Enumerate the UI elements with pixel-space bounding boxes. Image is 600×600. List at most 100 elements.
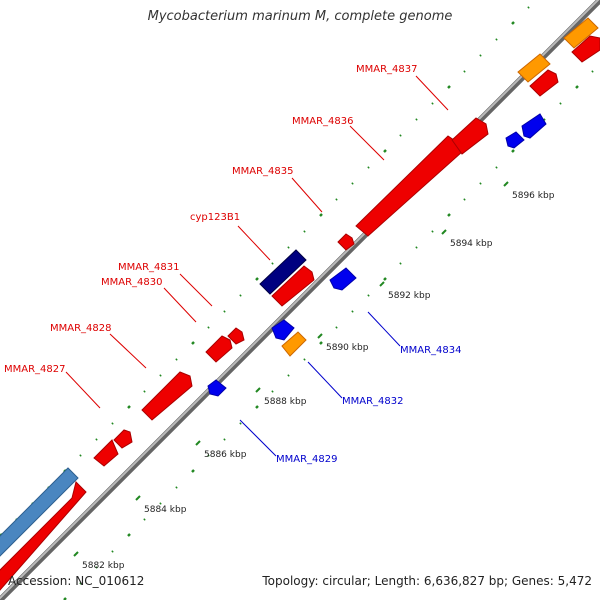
gene-arrow-4829: [207, 379, 227, 397]
gene-arrow-4834: [329, 267, 357, 291]
tick-label: 5890 kbp: [326, 343, 369, 353]
leader-line: [163, 287, 197, 323]
gene-label: MMAR_4832: [342, 396, 404, 407]
scale-dot: [207, 326, 210, 329]
leader-line: [307, 361, 343, 399]
scale-dot: [127, 405, 131, 409]
scale-dot: [447, 213, 451, 217]
feature-bar: [0, 467, 79, 557]
leader-line: [367, 311, 401, 347]
gene-label: cyp123B1: [190, 212, 240, 223]
leader-line: [239, 419, 277, 457]
tick-label: 5882 kbp: [82, 561, 125, 571]
scale-dot: [335, 326, 338, 329]
tick-label: 5888 kbp: [264, 397, 307, 407]
tick-mark: [73, 551, 79, 557]
scale-dot: [367, 166, 370, 169]
rna-gene-track: [281, 17, 599, 357]
scale-dot: [143, 390, 146, 393]
scale-dot: [271, 262, 274, 265]
scale-dot: [271, 390, 274, 393]
gene-label: MMAR_4834: [400, 345, 462, 356]
gene-arrow-4828: [141, 371, 193, 421]
scale-dot: [575, 85, 579, 89]
scale-dot: [335, 198, 338, 201]
gene-arrow-cyp: [271, 265, 315, 307]
reverse-gene-track: [207, 113, 547, 397]
rna-gene-1: [281, 331, 307, 357]
tick-mark: [135, 495, 141, 501]
gene-arrow-4831: [227, 327, 245, 345]
scale-dot: [591, 70, 594, 73]
scale-dot: [543, 118, 546, 121]
scale-dot: [303, 358, 306, 361]
scale-dot: [351, 310, 354, 313]
gene-arrow-4835: [337, 233, 355, 251]
gene-labels: MMAR_4827 MMAR_4828 MMAR_4830 MMAR_4831 cyp1…: [4, 64, 462, 465]
scale-dot: [415, 118, 418, 121]
gene-label: MMAR_4831: [118, 262, 180, 273]
gene-label: MMAR_4835: [232, 166, 294, 177]
scale-dot: [511, 149, 515, 153]
scale-dot: [431, 102, 434, 105]
tick-mark: [441, 229, 447, 235]
scale-dot: [191, 341, 195, 345]
scale-dot: [207, 454, 210, 457]
scale-dot: [95, 438, 98, 441]
scale-dot: [223, 310, 226, 313]
gene-arrow-4830: [205, 335, 233, 363]
gene-label: MMAR_4828: [50, 323, 112, 334]
gene-label: MMAR_4837: [356, 64, 418, 75]
scale-dot: [399, 134, 402, 137]
scale-dot: [495, 166, 498, 169]
leader-line: [237, 225, 271, 261]
scale-dot: [463, 198, 466, 201]
scale-dot: [175, 486, 178, 489]
genome-summary-text: Topology: circular; Length: 6,636,827 bp…: [262, 574, 592, 588]
scale-dot: [191, 469, 195, 473]
gene-label: MMAR_4829: [276, 454, 338, 465]
tick-label: 5896 kbp: [512, 191, 555, 201]
scale-dot: [367, 294, 370, 297]
gene-arrow-4827b: [113, 429, 133, 449]
leader-line: [65, 371, 101, 409]
leader-line: [179, 273, 213, 307]
scale-dot: [383, 277, 387, 281]
scale-dot: [415, 246, 418, 249]
gene-arrow-4838: [571, 35, 600, 63]
scale-dot: [447, 85, 451, 89]
scale-dot: [159, 374, 162, 377]
gene-arrow-4836: [355, 135, 463, 237]
gene-arrow-4832: [271, 319, 295, 341]
tick-mark: [255, 387, 261, 393]
gene-arrow-4837: [529, 69, 559, 97]
scale-dot: [223, 438, 226, 441]
scale-dot: [127, 533, 131, 537]
scale-dot: [431, 230, 434, 233]
gene-arrow-4827: [93, 439, 119, 467]
map-title: Mycobacterium marinum M, complete genome: [147, 9, 453, 24]
scale-dot: [287, 374, 290, 377]
scale-dot: [527, 6, 530, 9]
scale-dot: [495, 38, 498, 41]
scale-dot: [143, 518, 146, 521]
gene-label-leaders: [65, 75, 449, 457]
leader-line: [415, 75, 449, 111]
tick-mark: [195, 440, 201, 446]
scale-dot: [255, 405, 259, 409]
scale-dot: [399, 262, 402, 265]
gene-arrow-4836b: [451, 117, 489, 155]
leader-line: [349, 125, 385, 161]
tick-label: 5894 kbp: [450, 239, 493, 249]
gene-label: MMAR_4836: [292, 116, 354, 127]
scale-dot: [239, 422, 242, 425]
forward-gene-track: [0, 35, 600, 591]
leader-line: [291, 177, 323, 213]
gene-arrow-4839: [505, 131, 525, 149]
scale-dot: [111, 550, 114, 553]
scale-dot: [111, 422, 114, 425]
leader-line: [109, 333, 147, 369]
tick-label: 5886 kbp: [204, 450, 247, 460]
tick-label: 5884 kbp: [144, 505, 187, 515]
